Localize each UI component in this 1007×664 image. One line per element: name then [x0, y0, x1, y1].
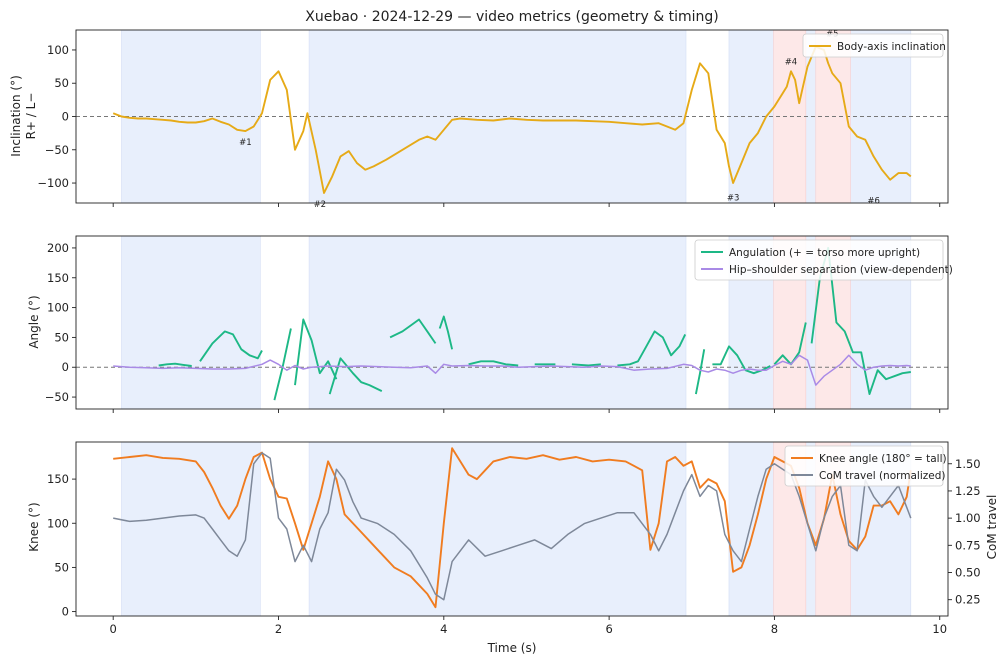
y-tick-label: 50 [54, 76, 69, 90]
figure-title: Xuebao · 2024-12-29 — video metrics (geo… [305, 9, 719, 25]
x-axis-label: Time (s) [487, 641, 537, 655]
x-tick-label: 10 [932, 622, 947, 636]
legend: Body-axis inclination [802, 33, 946, 58]
x-tick-label: 6 [605, 622, 612, 636]
event-label: #6 [867, 197, 880, 207]
series-line-angulation [617, 330, 687, 367]
legend-box [694, 239, 944, 281]
y2-tick-label: 0.75 [955, 538, 981, 552]
legend-box [802, 33, 944, 58]
y-tick-label: 0 [62, 360, 69, 374]
event-label: #3 [727, 193, 740, 203]
y-tick-label: 100 [47, 43, 69, 57]
y-tick-label: −50 [45, 390, 69, 404]
y-tick-label: 100 [47, 516, 69, 530]
y-tick-label: −100 [37, 176, 69, 190]
axes-frame [75, 235, 949, 410]
angle-ylabel: Angle (°) [27, 295, 41, 348]
legend-label: Body-axis inclination [837, 41, 946, 53]
series-line-inclination [112, 45, 912, 194]
y2-tick-label: 0.50 [955, 566, 981, 580]
y-tick-label: 0 [62, 110, 69, 124]
series-line-hip_shoulder [113, 354, 911, 386]
x-tick-label: 4 [440, 622, 447, 636]
y-tick-label: 50 [54, 560, 69, 574]
event-label: #1 [239, 138, 252, 148]
y2-tick-label: 0.25 [955, 593, 981, 607]
y2-tick-label: 1.25 [955, 484, 981, 498]
phase-shade [121, 236, 261, 409]
x-tick-label: 0 [110, 622, 117, 636]
phase-shade [308, 236, 687, 409]
axes-frame [75, 441, 949, 617]
plot-area [76, 30, 948, 203]
knee-panel: Knee (°) CoM travel 0 2 4 6 8 100501001500.25… [27, 441, 999, 636]
legend: Angulation (+ = torso more upright) Hip–s… [694, 239, 953, 281]
y-tick-label: −50 [45, 143, 69, 157]
y2-tick-label: 1.50 [955, 457, 981, 471]
knee-ylabel: Knee (°) [27, 502, 41, 551]
series-line-angulation [694, 349, 706, 395]
com-ylabel: CoM travel [985, 495, 999, 560]
y-tick-label: 200 [47, 241, 69, 255]
y-tick-label: 50 [54, 330, 69, 344]
series-line-angulation [468, 360, 519, 367]
inclination-panel: Inclination (°) R+ / L− #1#2#3#4#5#6−100… [9, 29, 949, 210]
angulation-panel: Angle (°) −50 0 50 100 150 200 Angulation (+ =… [27, 235, 953, 413]
y-tick-label: 100 [47, 301, 69, 315]
series-line-angulation [438, 315, 454, 350]
y-tick-label: 150 [47, 271, 69, 285]
inclination-ylabel-sub: R+ / L− [24, 93, 38, 140]
series-line-com [113, 452, 912, 601]
event-label: #2 [314, 200, 327, 210]
legend-box [784, 445, 944, 487]
y2-tick-label: 1.00 [955, 511, 981, 525]
x-tick-label: 8 [771, 622, 778, 636]
phase-shade [121, 442, 261, 616]
y-tick-label: 0 [62, 605, 69, 619]
event-label: #4 [785, 57, 798, 67]
legend-label: Angulation (+ = torso more upright) [729, 247, 920, 259]
series-line-angulation [158, 362, 192, 367]
series-line-angulation [199, 330, 263, 362]
legend: Knee angle (180° = tall) CoM travel (norm… [784, 445, 947, 487]
x-tick-label: 2 [275, 622, 282, 636]
legend-label: Knee angle (180° = tall) [819, 453, 947, 465]
series-line-angulation [389, 318, 437, 344]
phase-shade [308, 442, 687, 616]
legend-label: CoM travel (normalized) [819, 470, 946, 482]
y-tick-label: 150 [47, 472, 69, 486]
legend-label: Hip–shoulder separation (view-dependent) [729, 264, 953, 276]
series-line-angulation [328, 357, 383, 395]
series-line-angulation [571, 363, 601, 367]
series-line-angulation [294, 318, 338, 386]
inclination-ylabel: Inclination (°) [9, 75, 23, 157]
